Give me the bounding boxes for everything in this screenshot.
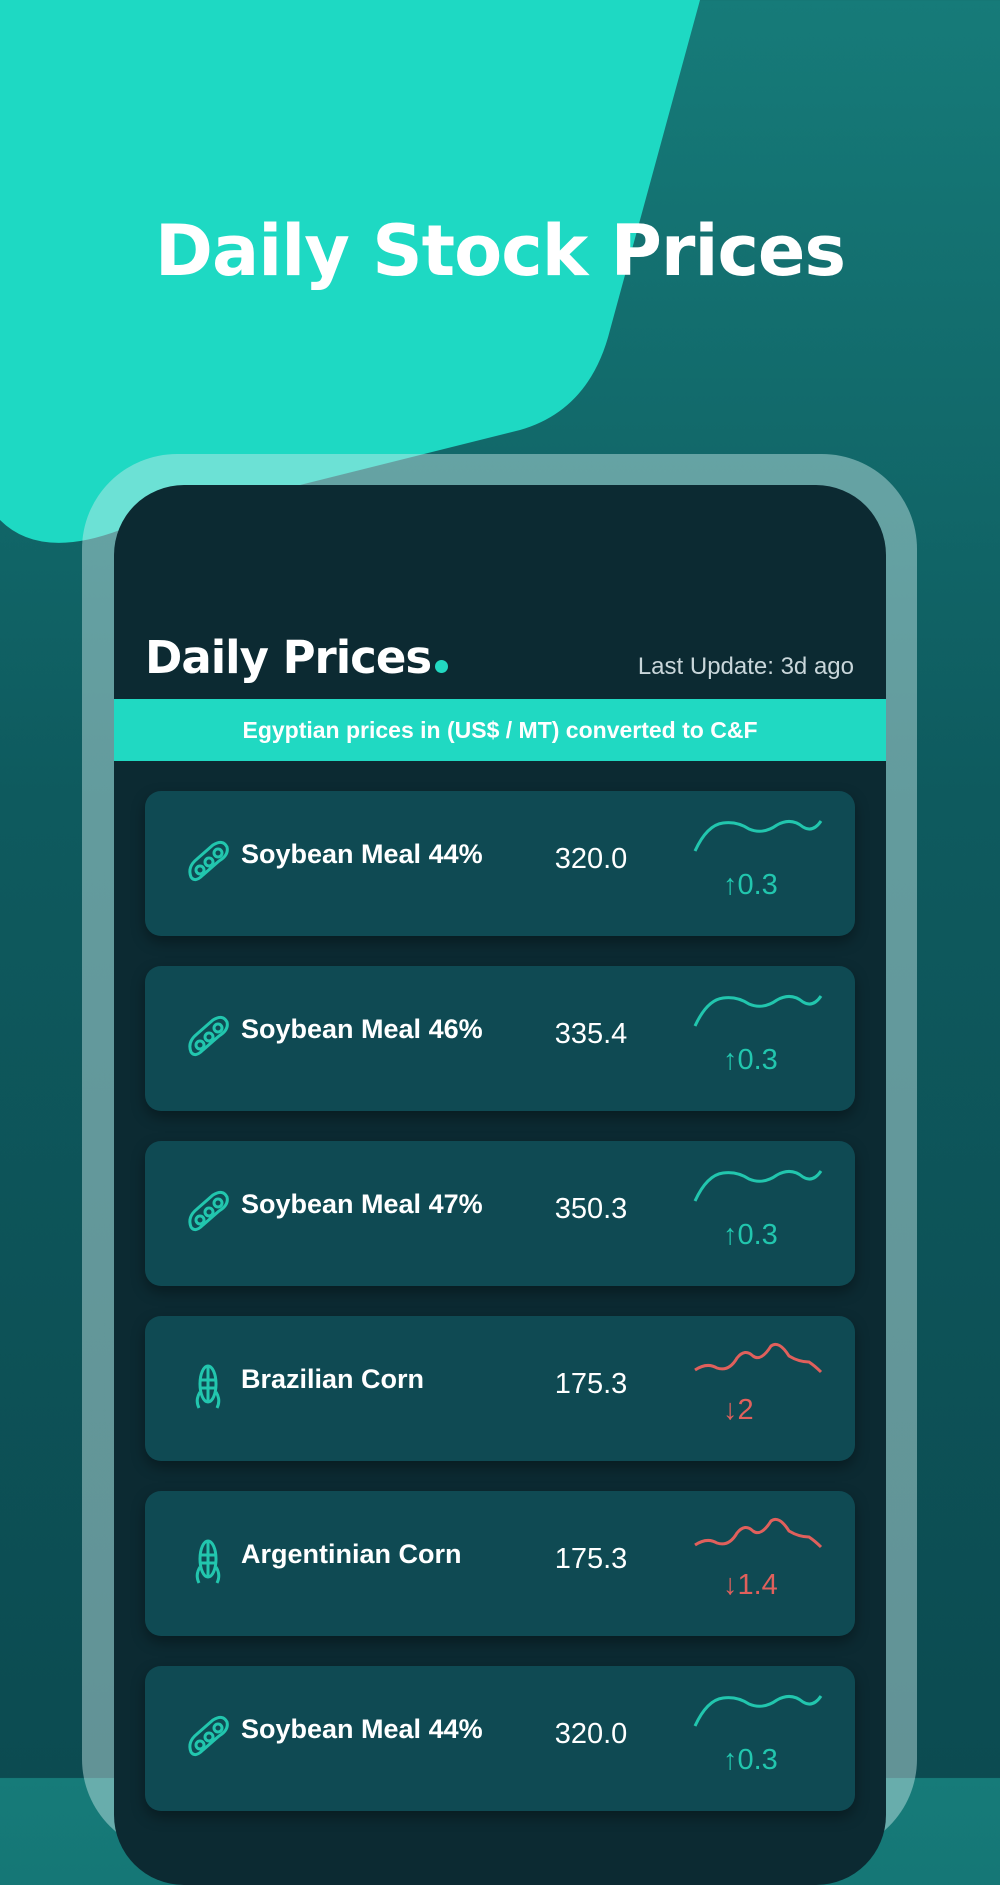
commodity-name: Soybean Meal 44% bbox=[241, 839, 483, 869]
price-change: ↑0.3 bbox=[723, 869, 778, 901]
commodity-price: 320.0 bbox=[554, 843, 628, 875]
price-change: ↑0.3 bbox=[723, 1044, 778, 1076]
commodity-price: 320.0 bbox=[554, 1718, 628, 1750]
commodity-name: Brazilian Corn bbox=[241, 1364, 425, 1394]
commodity-name: Argentinian Corn bbox=[241, 1539, 462, 1569]
commodity-price: 350.3 bbox=[554, 1193, 628, 1225]
price-change: ↓1.4 bbox=[723, 1569, 778, 1601]
screen-header: Daily Prices Last Update: 3d ago bbox=[114, 485, 886, 699]
commodity-name: Soybean Meal 46% bbox=[241, 1014, 483, 1044]
sparkline-chart bbox=[694, 1517, 823, 1549]
sparkline-chart bbox=[694, 1342, 823, 1374]
price-change: ↓2 bbox=[723, 1394, 754, 1426]
commodity-price: 175.3 bbox=[554, 1368, 628, 1400]
list-item[interactable]: Soybean Meal 46% 335.4 ↑0.3 bbox=[145, 966, 855, 1111]
soybean-icon bbox=[188, 1015, 229, 1057]
title-dot-icon bbox=[435, 660, 449, 673]
list-item[interactable]: Soybean Meal 44% 320.0 ↑0.3 bbox=[145, 1666, 855, 1811]
currency-banner: Egyptian prices in (US$ / MT) converted … bbox=[114, 699, 886, 761]
corn-icon bbox=[195, 1539, 221, 1584]
commodity-name: Soybean Meal 44% bbox=[241, 1714, 483, 1744]
phone-screen: Daily Prices Last Update: 3d ago Egyptia… bbox=[114, 485, 886, 1885]
page-headline: Daily Stock Prices bbox=[154, 210, 846, 292]
price-change: ↑0.3 bbox=[723, 1744, 778, 1776]
screen-title: Daily Prices bbox=[145, 631, 432, 684]
list-item[interactable]: Soybean Meal 47% 350.3 ↑0.3 bbox=[145, 1141, 855, 1286]
soybean-icon bbox=[188, 840, 229, 882]
sparkline-chart bbox=[693, 820, 823, 852]
list-item[interactable]: Argentinian Corn 175.3 ↓1.4 bbox=[145, 1491, 855, 1636]
commodity-price: 175.3 bbox=[554, 1543, 628, 1575]
price-change: ↑0.3 bbox=[723, 1219, 778, 1251]
soybean-icon bbox=[188, 1715, 229, 1757]
commodity-name: Soybean Meal 47% bbox=[241, 1189, 483, 1219]
sparkline-chart bbox=[693, 1695, 823, 1727]
corn-icon bbox=[195, 1364, 221, 1409]
screen-title-wrap: Daily Prices bbox=[145, 631, 449, 684]
commodity-price: 335.4 bbox=[554, 1018, 628, 1050]
last-update-label: Last Update: 3d ago bbox=[637, 653, 854, 680]
price-list: Soybean Meal 44% 320.0 ↑0.3 Soybean Meal… bbox=[145, 791, 855, 1841]
sparkline-chart bbox=[693, 1170, 823, 1202]
soybean-icon bbox=[188, 1190, 229, 1232]
sparkline-chart bbox=[693, 995, 823, 1027]
list-item[interactable]: Soybean Meal 44% 320.0 ↑0.3 bbox=[145, 791, 855, 936]
background-shape bbox=[0, 0, 700, 543]
list-item[interactable]: Brazilian Corn 175.3 ↓2 bbox=[145, 1316, 855, 1461]
